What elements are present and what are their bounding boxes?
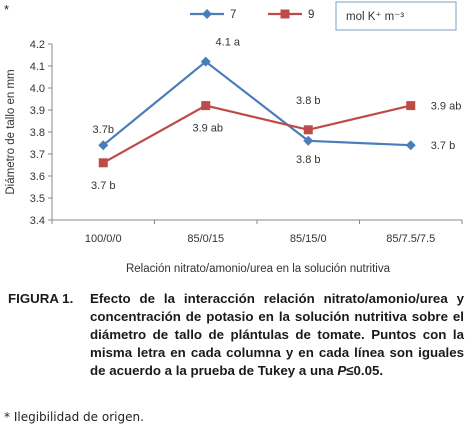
y-tick-label: 3.8 [30,127,45,139]
series-point-7 [200,56,211,67]
y-tick-label: 4.0 [30,83,45,95]
y-tick-label: 3.9 [30,105,45,117]
corner-asterisk: * [4,2,10,17]
series-line-9 [102,104,412,164]
x-tick-label: 85/0/15 [187,233,224,245]
series-point-9 [98,158,108,168]
data-label: 3.7 b [431,140,455,152]
chart-data-labels: 3.7b 4.1 a 3.8 b 3.7 b 3.7 b 3.9 ab 3.8 b 3.9 a… [91,37,461,192]
data-label: 3.9 ab [431,101,462,113]
x-tick-label: 100/0/0 [85,233,122,245]
series-point-7 [405,140,416,151]
series-point-9 [406,101,416,111]
data-label: 3.7 b [91,180,115,192]
data-label: 3.8 b [296,95,320,107]
x-tick-label: 85/15/0 [290,233,327,245]
data-label: 3.8 b [296,154,320,166]
caption-text: Efecto de la interacción relación nitrat… [90,290,464,380]
y-tick-label: 3.5 [30,193,45,205]
data-label: 3.9 ab [192,123,223,135]
x-tick-label: 85/7.5/7.5 [386,233,435,245]
footnote: * Ilegibilidad de origen. [4,410,144,424]
chart-legend: 7 9 mol K⁺ m⁻³ [190,1,457,31]
data-label: 3.7b [93,124,114,136]
caption-text-main: Efecto de la interacción relación nitrat… [90,291,464,378]
series-point-9 [201,101,211,111]
y-tick-label: 4.2 [30,39,45,51]
caption-lead: FIGURA 1. [8,291,74,306]
series-point-7 [303,135,314,146]
chart-axes: 3.4 3.5 3.6 3.7 3.8 3.9 4.0 4.1 4.2 100/0/0 85/0/1… [5,39,463,275]
y-tick-label: 3.6 [30,171,45,183]
data-label: 4.1 a [216,37,241,49]
caption-p-symbol: P [337,363,347,378]
y-tick-label: 3.4 [30,215,45,227]
line-chart: 3.4 3.5 3.6 3.7 3.8 3.9 4.0 4.1 4.2 100/0/0 85/0/1… [5,1,463,275]
legend-units-label: mol K⁺ m⁻³ [346,11,404,23]
legend-label: 9 [308,9,314,21]
y-tick-label: 3.7 [30,149,45,161]
legend-label: 7 [230,9,236,21]
figure-caption: FIGURA 1. Efecto de la interacción relac… [8,290,464,380]
series-point-7 [98,140,109,151]
chart-series [98,56,416,168]
y-tick-label: 4.1 [30,61,45,73]
series-line-7 [102,60,411,147]
series-point-9 [303,125,313,135]
legend-units-box [335,1,457,31]
x-axis-title: Relación nitrato/amonio/urea en la soluc… [126,263,391,275]
legend-marker-9 [280,9,290,19]
caption-text-end: ≤0.05. [346,363,384,378]
legend-marker-7 [202,9,212,19]
y-axis-title: Diámetro de tallo en mm [5,69,17,194]
